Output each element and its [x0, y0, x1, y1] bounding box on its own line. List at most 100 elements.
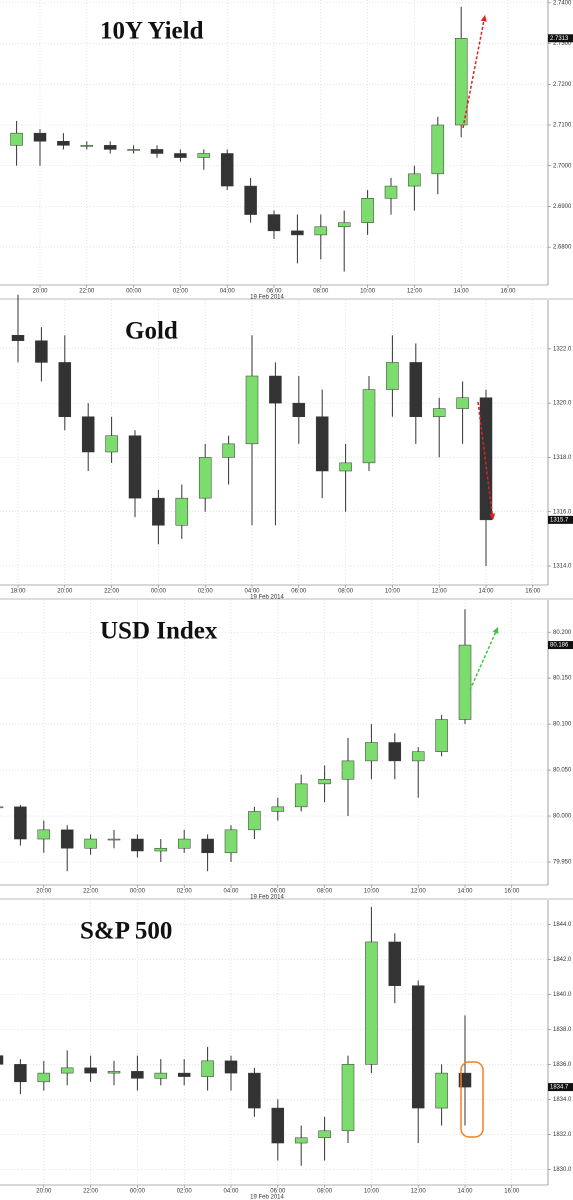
x-tick-label: 22:00	[79, 289, 95, 295]
candle-body	[14, 1064, 27, 1083]
x-tick-label: 06:00	[270, 1189, 286, 1195]
candle-body	[174, 153, 187, 158]
x-tick-label: 10:00	[364, 889, 380, 895]
date-label: 19 Feb 2014	[250, 595, 284, 601]
candle-body	[58, 362, 72, 417]
x-tick-label: 08:00	[317, 1189, 333, 1195]
y-tick-label: 1320.0	[553, 401, 572, 407]
candle-body	[248, 1072, 261, 1109]
candle-body	[458, 1072, 472, 1088]
panel	[0, 0, 573, 298]
y-tick-label: 1314.0	[553, 564, 572, 570]
candle-body	[105, 435, 118, 453]
candle-body	[479, 397, 493, 521]
x-tick-label: 08:00	[313, 289, 329, 295]
x-tick-label: 02:00	[177, 889, 193, 895]
candle-body	[107, 1071, 121, 1074]
y-tick-label: 2.7000	[553, 163, 572, 169]
x-tick-label: 04:00	[244, 589, 260, 595]
annotation-arrowhead	[492, 627, 499, 634]
x-tick-label: 16:00	[500, 289, 516, 295]
x-tick-label: 14:00	[457, 889, 473, 895]
candle-body	[107, 838, 121, 841]
candle-body	[177, 1072, 191, 1077]
candle-body	[314, 226, 328, 236]
chart-title: Gold	[125, 318, 178, 345]
last-price-box	[548, 1083, 573, 1092]
y-tick-label: 2.6800	[553, 245, 572, 251]
panel	[0, 600, 573, 898]
candle-body	[365, 941, 378, 1065]
candle-body	[388, 941, 402, 986]
x-tick-label: 02:00	[177, 1189, 193, 1195]
y-tick-label: 80.100	[553, 722, 572, 728]
candle-body	[269, 375, 282, 404]
x-tick-label: 04:00	[220, 289, 236, 295]
candle-body	[454, 38, 468, 126]
candle-body	[294, 1137, 308, 1144]
candle-body	[294, 783, 308, 808]
annotation-highlight	[460, 1061, 484, 1138]
candle-body	[131, 838, 144, 852]
y-tick-label: 1844.0	[553, 922, 572, 928]
x-tick-label: 00:00	[130, 1189, 146, 1195]
candle-body	[198, 457, 212, 499]
candle-body	[33, 132, 47, 142]
x-tick-label: 04:00	[223, 889, 239, 895]
candle-body	[318, 1130, 331, 1139]
x-tick-label: 20:00	[36, 889, 52, 895]
candle-body	[35, 340, 48, 363]
candle-body	[361, 198, 374, 223]
y-tick-label: 80.150	[553, 676, 572, 682]
x-tick-label: 14:00	[457, 1189, 473, 1195]
y-tick-label: 1832.0	[553, 1132, 572, 1138]
x-tick-label: 22:00	[104, 589, 120, 595]
annotation-arrowhead	[489, 513, 496, 520]
last-price-box	[548, 515, 573, 524]
candle-body	[315, 416, 329, 472]
candle-body	[11, 335, 25, 341]
y-tick-label: 1318.0	[553, 455, 572, 461]
candle-body	[224, 1060, 238, 1074]
x-tick-label: 18:00	[10, 589, 26, 595]
x-tick-label: 16:00	[504, 1189, 520, 1195]
chart-title: S&P 500	[80, 918, 172, 945]
x-tick-label: 14:00	[454, 289, 470, 295]
x-tick-label: 10:00	[360, 289, 376, 295]
x-tick-label: 22:00	[83, 1189, 99, 1195]
y-tick-label: 1836.0	[553, 1062, 572, 1068]
y-tick-label: 80.200	[553, 630, 572, 636]
candle-body	[80, 145, 94, 147]
candle-body	[341, 760, 355, 780]
candle-body	[411, 751, 425, 762]
x-tick-label: 20:00	[32, 289, 48, 295]
y-tick-label: 2.6900	[553, 204, 572, 210]
candle-body	[154, 847, 168, 852]
candle-body	[201, 1060, 214, 1077]
x-tick-label: 02:00	[173, 289, 189, 295]
y-tick-label: 1840.0	[553, 992, 572, 998]
y-tick-label: 1830.0	[553, 1167, 572, 1173]
candle-body	[362, 389, 376, 464]
candle-body	[0, 806, 4, 809]
x-tick-label: 12:00	[411, 1189, 427, 1195]
x-tick-label: 12:00	[407, 289, 423, 295]
candle-body	[411, 985, 425, 1109]
candle-body	[57, 141, 70, 146]
candle-body	[409, 362, 423, 417]
last-price-label: 2.7313	[550, 36, 569, 42]
date-label: 19 Feb 2014	[250, 295, 284, 301]
x-tick-label: 20:00	[36, 1189, 52, 1195]
panel	[0, 900, 573, 1200]
candle-body	[150, 149, 164, 154]
x-tick-label: 12:00	[432, 589, 448, 595]
candle-body	[435, 1072, 448, 1109]
y-tick-label: 1322.0	[553, 346, 572, 352]
x-tick-label: 22:00	[83, 889, 99, 895]
x-tick-label: 00:00	[151, 589, 167, 595]
candle-body	[432, 408, 446, 417]
x-tick-label: 08:00	[317, 889, 333, 895]
candle-body	[408, 173, 421, 187]
